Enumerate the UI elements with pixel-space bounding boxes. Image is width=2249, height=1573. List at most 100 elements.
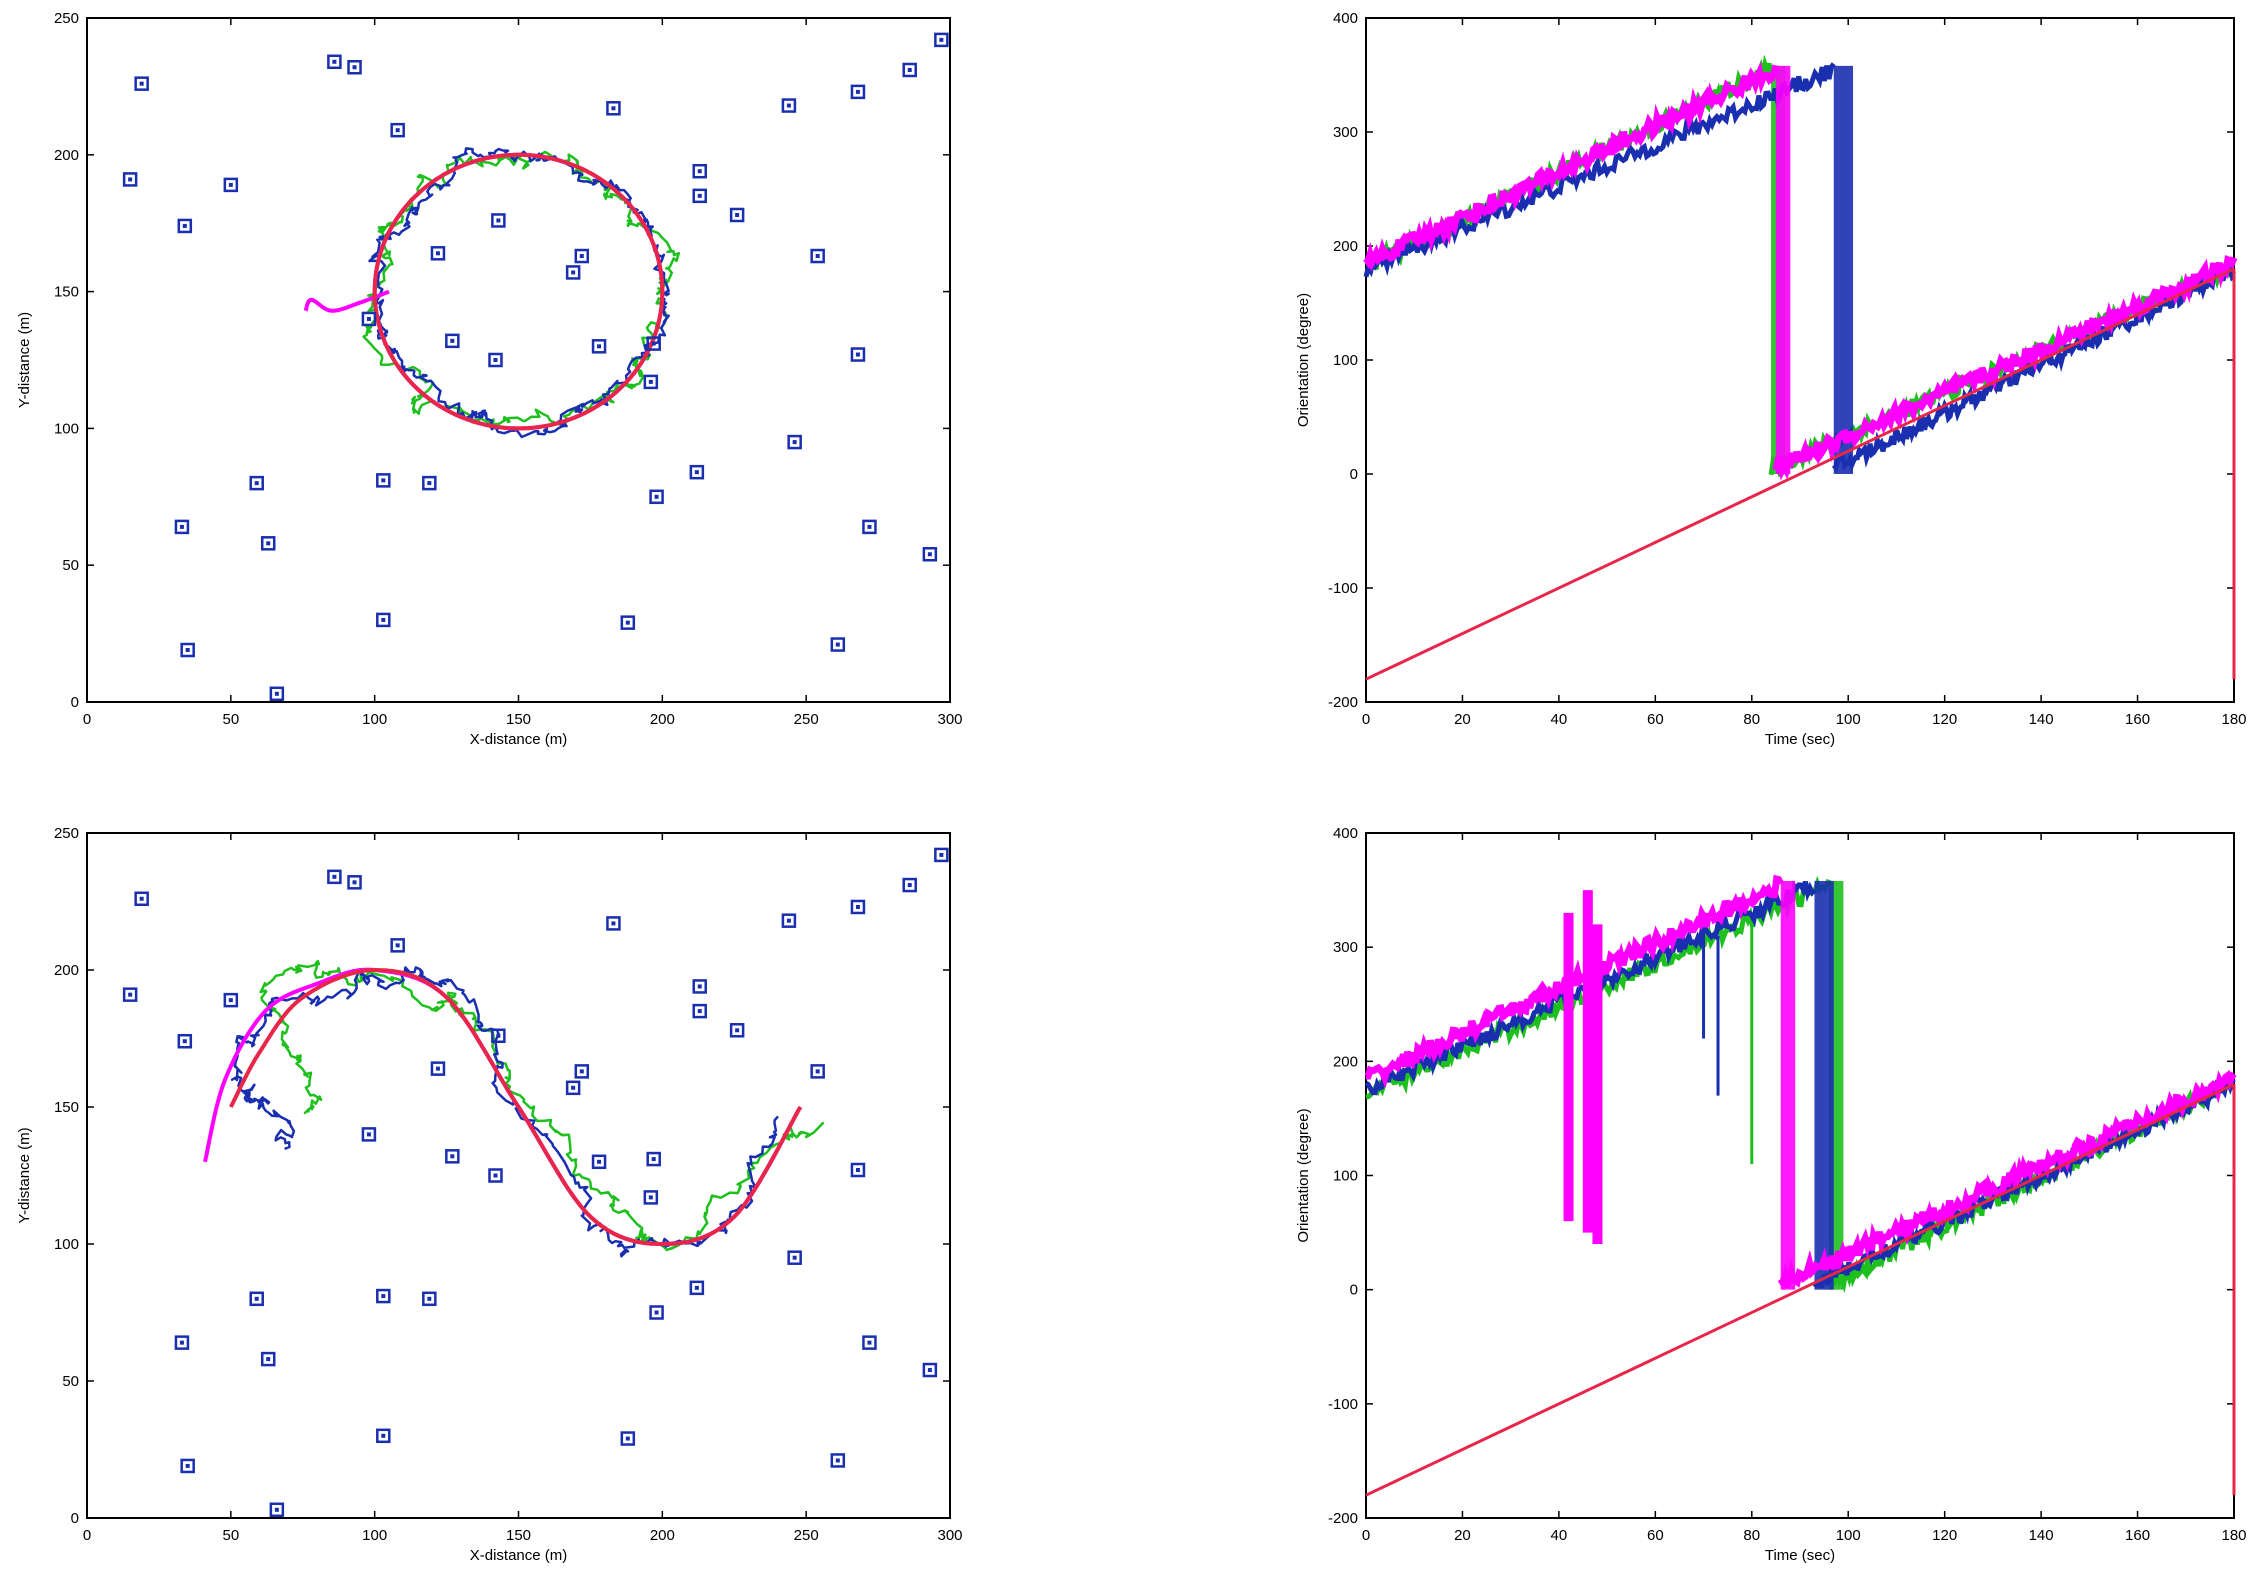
landmark-marker: [134, 891, 149, 907]
landmark-dot: [332, 874, 337, 879]
landmark-dot: [450, 1154, 455, 1159]
landmark-dot: [395, 128, 400, 133]
landmark-dot: [597, 1159, 602, 1164]
landmark-marker: [390, 938, 405, 953]
landmark-marker: [376, 612, 391, 628]
landmark-dot: [907, 883, 912, 888]
landmark-dot: [625, 1436, 630, 1441]
trajectory-series-2: [368, 147, 670, 439]
x-tick-label: 40: [1551, 711, 1568, 728]
landmark-marker: [781, 98, 797, 113]
y-tick-label: 50: [62, 1373, 79, 1390]
landmark-marker: [269, 686, 285, 702]
landmark-marker: [591, 1154, 607, 1170]
landmark-marker: [376, 473, 391, 488]
landmark-marker: [606, 101, 621, 116]
landmark-marker: [787, 1250, 802, 1265]
chart-3-series: [1364, 874, 2237, 1497]
landmark-marker: [862, 519, 877, 535]
chart-3-axes: 0 20 40 60 80 100 120 140 160 180 -200 -100 0 100 200 3…: [1295, 825, 2247, 1564]
landmark-dot: [651, 341, 656, 346]
orientation-series-1-a: [1363, 61, 1780, 272]
x-tick-label: 60: [1647, 1527, 1664, 1544]
y-tick-label: 200: [54, 962, 79, 979]
landmark-dot: [611, 921, 616, 926]
x-tick-label: 0: [1362, 711, 1370, 728]
landmark-marker: [260, 536, 276, 551]
x-tick-label: 180: [2221, 711, 2246, 728]
landmark-dot: [381, 478, 386, 483]
landmark-dot: [352, 880, 357, 885]
y-tick-label: 400: [1333, 825, 1358, 842]
plot-frame: [86, 17, 951, 703]
landmark-dot: [654, 494, 659, 499]
orientation-series-0: [1365, 267, 2235, 681]
landmark-dot: [366, 1132, 371, 1137]
orientation-wrap-band-1: [1775, 65, 1791, 474]
landmark-marker: [830, 637, 846, 652]
chart-2-axes: 0 50 100 150 200 250 300 0 50 100 150 200 250 X-dista…: [16, 825, 963, 1564]
orientation-wrap-band-2: [1833, 65, 1854, 474]
landmark-marker: [620, 1431, 636, 1446]
y-tick-label: 150: [54, 284, 79, 301]
landmark-dot: [907, 67, 912, 72]
landmark-marker: [591, 339, 607, 354]
x-tick-label: 200: [650, 711, 675, 728]
trajectory-series-0: [372, 152, 665, 431]
y-tick-label: 200: [1333, 1053, 1358, 1070]
landmark-dot: [179, 1340, 184, 1345]
landmark-marker: [180, 1458, 195, 1474]
landmark-dot: [579, 254, 584, 259]
landmark-marker: [689, 1280, 705, 1296]
landmark-marker: [862, 1335, 877, 1350]
landmark-dot: [694, 470, 699, 475]
x-tick-label: 150: [506, 711, 531, 728]
landmark-dot: [266, 541, 271, 546]
landmark-dot: [228, 998, 233, 1003]
landmark-marker: [422, 1291, 437, 1307]
x-tick-label: 50: [222, 711, 239, 728]
landmark-dot: [381, 1294, 386, 1299]
landmark-marker: [177, 1033, 193, 1049]
landmark-dot: [648, 379, 653, 384]
landmark-marker: [934, 847, 949, 863]
x-tick-label: 100: [1836, 1527, 1861, 1544]
landmark-dot: [332, 59, 337, 64]
chart-0-landmarks: [122, 32, 949, 702]
landmark-marker: [729, 207, 745, 223]
landmark-dot: [182, 223, 187, 228]
landmark-marker: [249, 1291, 264, 1307]
landmark-marker: [922, 1362, 938, 1378]
landmark-dot: [927, 1368, 932, 1373]
landmark-marker: [347, 59, 362, 75]
y-tick-label: -200: [1328, 1510, 1358, 1527]
landmark-dot: [352, 65, 357, 70]
y-tick-label: 150: [54, 1099, 79, 1116]
landmark-marker: [430, 1061, 446, 1076]
landmark-dot: [786, 103, 791, 108]
landmark-marker: [922, 547, 938, 562]
x-tick-label: 20: [1454, 1527, 1471, 1544]
landmark-marker: [177, 218, 193, 234]
landmark-dot: [939, 37, 944, 42]
x-tick-label: 80: [1743, 711, 1760, 728]
landmark-dot: [493, 1173, 498, 1178]
y-axis-label: Y-distance (m): [16, 312, 33, 408]
landmark-dot: [855, 89, 860, 94]
landmark-dot: [855, 1168, 860, 1173]
y-tick-label: 300: [1333, 124, 1358, 141]
x-tick-label: 0: [1362, 1527, 1370, 1544]
x-axis-label: Time (sec): [1765, 731, 1835, 748]
y-tick-label: 0: [71, 694, 79, 711]
trajectory-series-2: [230, 966, 779, 1258]
landmark-marker: [134, 76, 149, 91]
landmark-marker: [376, 1288, 391, 1304]
landmark-marker: [430, 246, 446, 261]
chart-0-series: [303, 147, 681, 439]
landmark-marker: [574, 248, 590, 264]
landmark-dot: [735, 212, 740, 217]
landmark-dot: [654, 1310, 659, 1315]
landmark-dot: [128, 992, 133, 997]
y-tick-label: 100: [1333, 1168, 1358, 1185]
landmark-dot: [625, 620, 630, 625]
